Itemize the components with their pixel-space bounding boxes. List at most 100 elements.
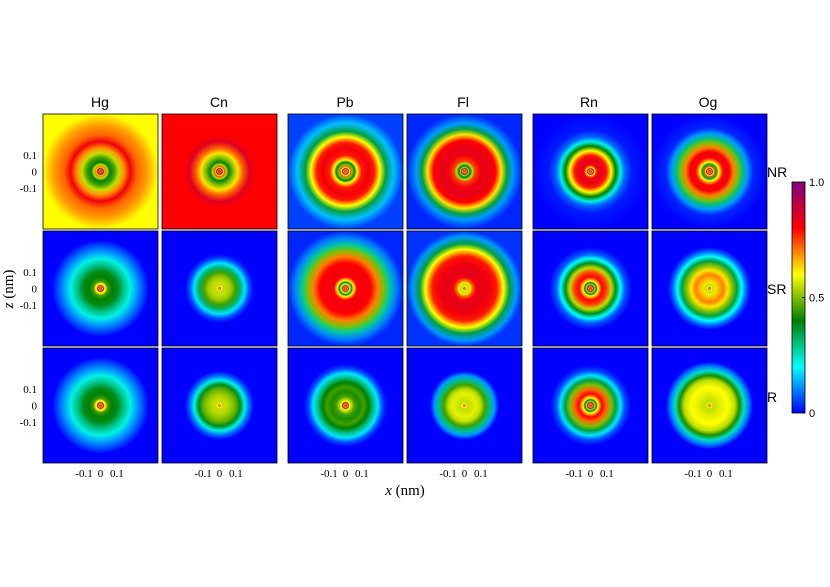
y-tick-label: 0.1 <box>23 384 37 396</box>
panel-border <box>651 230 768 347</box>
y-tick-label: 0 <box>32 401 38 413</box>
x-tick-label: 0 <box>588 468 594 480</box>
heatmap-cell <box>288 348 403 463</box>
heatmap-panel-og-nr <box>651 113 768 230</box>
column-title-og: Og <box>699 94 718 110</box>
panel-border <box>287 230 404 347</box>
heatmap-cell <box>533 348 648 463</box>
heatmap-cell <box>407 348 522 463</box>
y-tick-labels: 0.1 0 -0.1 0.1 0 -0.1 0.1 0 -0.1 <box>20 150 38 429</box>
heatmap-panel-hg-nr <box>42 113 159 230</box>
heatmap-cell <box>533 231 648 346</box>
heatmap-cell <box>407 231 522 346</box>
panel-border <box>287 347 404 464</box>
column-titles: Hg Cn Pb Fl Rn Og <box>91 94 717 110</box>
panel-border <box>651 347 768 464</box>
panel-border <box>42 230 159 347</box>
panel-border <box>532 230 649 347</box>
x-tick-label: -0.1 <box>194 468 211 480</box>
x-tick-label: 0 <box>98 468 104 480</box>
x-tick-label: -0.1 <box>684 468 701 480</box>
heatmap-panel-cn-sr <box>161 230 278 347</box>
heatmap-cell <box>652 348 767 463</box>
heatmap-cell <box>533 114 648 229</box>
row-label-nr: NR <box>767 164 787 180</box>
colorbar-tick-label: 0 <box>809 408 815 420</box>
y-tick-label: -0.1 <box>20 417 37 429</box>
x-tick-label: -0.1 <box>439 468 456 480</box>
y-tick-label: -0.1 <box>20 183 37 195</box>
heatmap-cell <box>43 231 158 346</box>
y-tick-label: -0.1 <box>20 300 37 312</box>
x-tick-label: -0.1 <box>565 468 582 480</box>
heatmap-cell <box>162 348 277 463</box>
colorbar-tick-label: 1.0 <box>809 177 824 189</box>
heatmap-panels <box>42 113 768 464</box>
row-labels: NR SR R <box>767 164 787 405</box>
heatmap-cell <box>43 348 158 463</box>
row-label-sr: SR <box>767 281 786 297</box>
heatmap-panel-rn-sr <box>532 230 649 347</box>
heatmap-panel-fl-nr <box>406 113 523 230</box>
heatmap-panel-pb-nr <box>287 113 404 230</box>
heatmap-panel-og-sr <box>651 230 768 347</box>
panel-border <box>406 347 523 464</box>
heatmap-panel-hg-r <box>42 347 159 464</box>
panel-border <box>42 347 159 464</box>
column-title-pb: Pb <box>336 94 353 110</box>
heatmap-panel-cn-nr <box>161 113 278 230</box>
heatmap-cell <box>43 114 158 229</box>
column-title-rn: Rn <box>580 94 598 110</box>
heatmap-panel-cn-r <box>161 347 278 464</box>
x-tick-label: -0.1 <box>320 468 337 480</box>
heatmap-panel-og-r <box>651 347 768 464</box>
panel-border <box>161 347 278 464</box>
heatmap-cell <box>407 114 522 229</box>
x-tick-labels: -0.1 0 0.1 -0.1 0 0.1 -0.1 0 0.1 -0.1 0 0.1 -0.1 0 0.1… <box>75 468 732 480</box>
x-tick-label: 0.1 <box>600 468 614 480</box>
panel-border <box>651 113 768 230</box>
heatmap-panel-fl-r <box>406 347 523 464</box>
panel-border <box>287 113 404 230</box>
heatmap-cell <box>162 114 277 229</box>
colorbar-tick-label: 0.5 <box>809 293 824 305</box>
row-label-r: R <box>767 389 777 405</box>
x-tick-label: 0 <box>707 468 713 480</box>
panel-border <box>406 113 523 230</box>
x-tick-label: -0.1 <box>75 468 92 480</box>
heatmap-cell <box>652 231 767 346</box>
heatmap-panel-pb-r <box>287 347 404 464</box>
colorbar-ticks: 1.0 0.5 0 <box>802 177 824 420</box>
x-tick-label: 0.1 <box>229 468 243 480</box>
y-tick-label: 0.1 <box>23 150 37 162</box>
panel-border <box>406 230 523 347</box>
y-tick-label: 0 <box>32 167 38 179</box>
heatmap-panel-pb-sr <box>287 230 404 347</box>
panel-border <box>532 113 649 230</box>
x-tick-label: 0 <box>343 468 349 480</box>
y-axis-label: z (nm) <box>1 270 17 310</box>
heatmap-cell <box>162 231 277 346</box>
heatmap-panel-rn-nr <box>532 113 649 230</box>
x-axis-label: x (nm) <box>384 483 425 499</box>
heatmap-cell <box>288 231 403 346</box>
x-tick-label: 0.1 <box>474 468 488 480</box>
x-tick-label: 0.1 <box>719 468 733 480</box>
column-title-fl: Fl <box>457 94 469 110</box>
panel-border <box>161 113 278 230</box>
x-tick-label: 0.1 <box>355 468 369 480</box>
y-tick-label: 0.1 <box>23 267 37 279</box>
x-tick-label: 0.1 <box>110 468 124 480</box>
panel-border <box>42 113 159 230</box>
panel-border <box>532 347 649 464</box>
panel-border <box>161 230 278 347</box>
colorbar: 1.0 0.5 0 <box>791 177 824 420</box>
heatmap-panel-hg-sr <box>42 230 159 347</box>
column-title-hg: Hg <box>91 94 109 110</box>
column-title-cn: Cn <box>210 94 228 110</box>
y-tick-label: 0 <box>32 284 38 296</box>
x-tick-label: 0 <box>462 468 468 480</box>
heatmap-panel-rn-r <box>532 347 649 464</box>
heatmap-cell <box>652 114 767 229</box>
